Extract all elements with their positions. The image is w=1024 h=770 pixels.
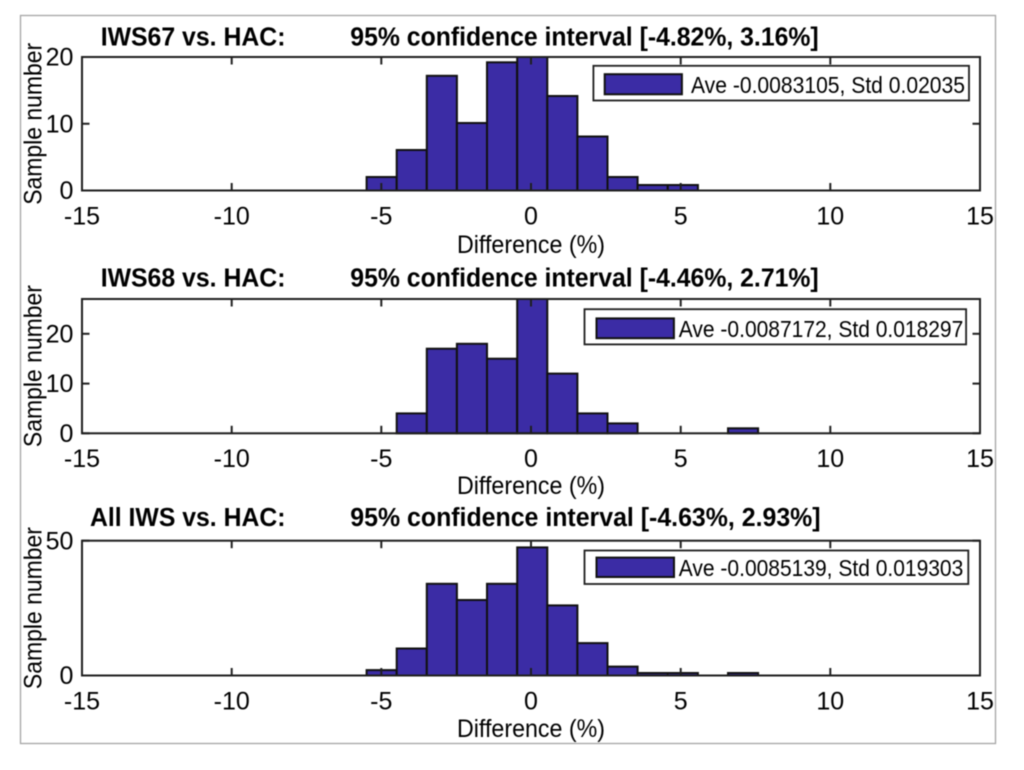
svg-text:0: 0	[524, 445, 538, 473]
svg-text:Difference (%): Difference (%)	[457, 472, 605, 500]
svg-text:0: 0	[59, 662, 73, 690]
svg-text:50: 50	[46, 527, 74, 555]
svg-text:5: 5	[674, 203, 688, 231]
svg-text:Ave -0.0085139, Std 0.019303: Ave -0.0085139, Std 0.019303	[679, 555, 964, 581]
svg-text:0: 0	[59, 177, 73, 205]
svg-text:Sample number: Sample number	[20, 43, 48, 205]
svg-text:-15: -15	[64, 688, 100, 716]
svg-text:-5: -5	[370, 688, 392, 716]
svg-text:5: 5	[674, 688, 688, 716]
svg-text:10: 10	[46, 370, 74, 398]
svg-text:0: 0	[59, 420, 73, 448]
svg-text:10: 10	[46, 110, 74, 138]
svg-text:20: 20	[46, 320, 74, 348]
svg-text:-10: -10	[214, 445, 250, 473]
svg-text:15: 15	[966, 688, 994, 716]
svg-text:All IWS vs. HAC:: All IWS vs. HAC:	[90, 504, 286, 532]
svg-text:20: 20	[46, 44, 74, 72]
svg-text:-5: -5	[370, 203, 392, 231]
svg-text:IWS67 vs. HAC:: IWS67 vs. HAC:	[101, 24, 286, 52]
svg-text:10: 10	[816, 445, 844, 473]
svg-text:Difference (%): Difference (%)	[457, 715, 605, 743]
svg-text:10: 10	[816, 203, 844, 231]
svg-text:-15: -15	[64, 203, 100, 231]
svg-text:10: 10	[816, 688, 844, 716]
svg-text:-10: -10	[214, 688, 250, 716]
svg-text:0: 0	[524, 203, 538, 231]
svg-text:IWS68 vs. HAC:: IWS68 vs. HAC:	[101, 265, 286, 293]
svg-text:95% confidence interval [-4.46: 95% confidence interval [-4.46%, 2.71%]	[350, 265, 818, 293]
svg-text:Sample number: Sample number	[20, 527, 48, 689]
svg-text:5: 5	[674, 445, 688, 473]
svg-text:95% confidence interval [-4.82: 95% confidence interval [-4.82%, 3.16%]	[350, 24, 818, 52]
svg-text:-10: -10	[214, 203, 250, 231]
svg-text:Sample number: Sample number	[20, 285, 48, 447]
svg-text:-5: -5	[370, 445, 392, 473]
svg-text:0: 0	[524, 688, 538, 716]
svg-text:15: 15	[966, 203, 994, 231]
svg-text:Ave -0.0087172, Std 0.018297: Ave -0.0087172, Std 0.018297	[679, 316, 964, 342]
svg-text:15: 15	[966, 445, 994, 473]
svg-text:95% confidence interval [-4.63: 95% confidence interval [-4.63%, 2.93%]	[350, 504, 820, 532]
svg-text:-15: -15	[64, 445, 100, 473]
svg-text:Difference (%): Difference (%)	[457, 231, 605, 259]
svg-text:Ave -0.0083105, Std 0.02035: Ave -0.0083105, Std 0.02035	[691, 72, 965, 98]
